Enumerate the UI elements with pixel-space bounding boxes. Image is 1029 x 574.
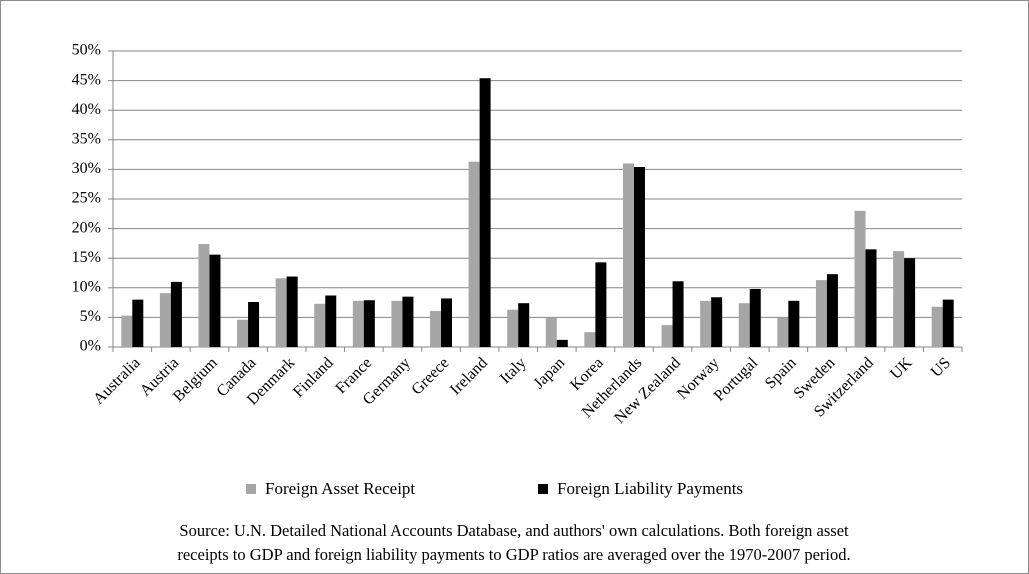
y-tick-label: 20% bbox=[72, 219, 101, 236]
legend-label: Foreign Liability Payments bbox=[557, 479, 743, 498]
bar bbox=[904, 258, 916, 347]
y-tick-label: 25% bbox=[72, 190, 101, 207]
bar bbox=[507, 309, 519, 347]
bar bbox=[672, 281, 684, 347]
bar bbox=[170, 281, 182, 347]
bar bbox=[545, 317, 557, 347]
bar bbox=[595, 262, 607, 347]
y-tick-label: 5% bbox=[80, 308, 101, 325]
bar bbox=[286, 276, 298, 347]
bar bbox=[865, 249, 877, 347]
bar bbox=[363, 300, 375, 347]
bar bbox=[622, 163, 634, 347]
y-tick-label: 35% bbox=[72, 130, 101, 147]
source-note: receipts to GDP and foreign liability pa… bbox=[177, 545, 850, 564]
y-tick-label: 40% bbox=[72, 101, 101, 118]
bar bbox=[430, 310, 442, 347]
bar bbox=[159, 293, 171, 347]
bar bbox=[854, 210, 866, 347]
bar bbox=[198, 243, 210, 347]
bar bbox=[209, 254, 221, 347]
legend-swatch bbox=[538, 484, 548, 494]
bar bbox=[325, 295, 337, 347]
bar bbox=[942, 299, 954, 347]
bar bbox=[132, 299, 144, 347]
bar bbox=[749, 288, 761, 347]
bar bbox=[468, 161, 480, 347]
bar bbox=[777, 317, 789, 347]
bar bbox=[893, 251, 905, 347]
y-tick-label: 30% bbox=[72, 160, 101, 177]
bar bbox=[352, 300, 364, 347]
y-tick-label: 45% bbox=[72, 71, 101, 88]
bar bbox=[633, 167, 645, 347]
bar bbox=[121, 315, 133, 347]
bar bbox=[700, 300, 712, 347]
bar bbox=[275, 278, 287, 347]
bar bbox=[237, 319, 249, 347]
bar bbox=[479, 78, 491, 348]
bar bbox=[402, 296, 414, 347]
bar bbox=[815, 280, 827, 347]
y-tick-label: 50% bbox=[72, 42, 101, 59]
bar bbox=[826, 274, 838, 347]
y-tick-label: 0% bbox=[80, 338, 101, 355]
bar bbox=[738, 303, 750, 347]
bar bbox=[931, 306, 943, 347]
legend-swatch bbox=[246, 484, 256, 494]
bar bbox=[314, 303, 326, 347]
y-tick-label: 15% bbox=[72, 249, 101, 266]
bar bbox=[661, 325, 673, 347]
bar bbox=[441, 298, 453, 347]
source-note: Source: U.N. Detailed National Accounts … bbox=[179, 521, 849, 540]
bar bbox=[556, 339, 568, 347]
bar bbox=[788, 300, 800, 347]
bar bbox=[391, 300, 403, 347]
bar bbox=[584, 332, 596, 347]
legend-label: Foreign Asset Receipt bbox=[265, 479, 415, 498]
y-tick-label: 10% bbox=[72, 278, 101, 295]
bar bbox=[711, 297, 723, 347]
bar bbox=[518, 303, 530, 347]
bar bbox=[248, 302, 260, 347]
